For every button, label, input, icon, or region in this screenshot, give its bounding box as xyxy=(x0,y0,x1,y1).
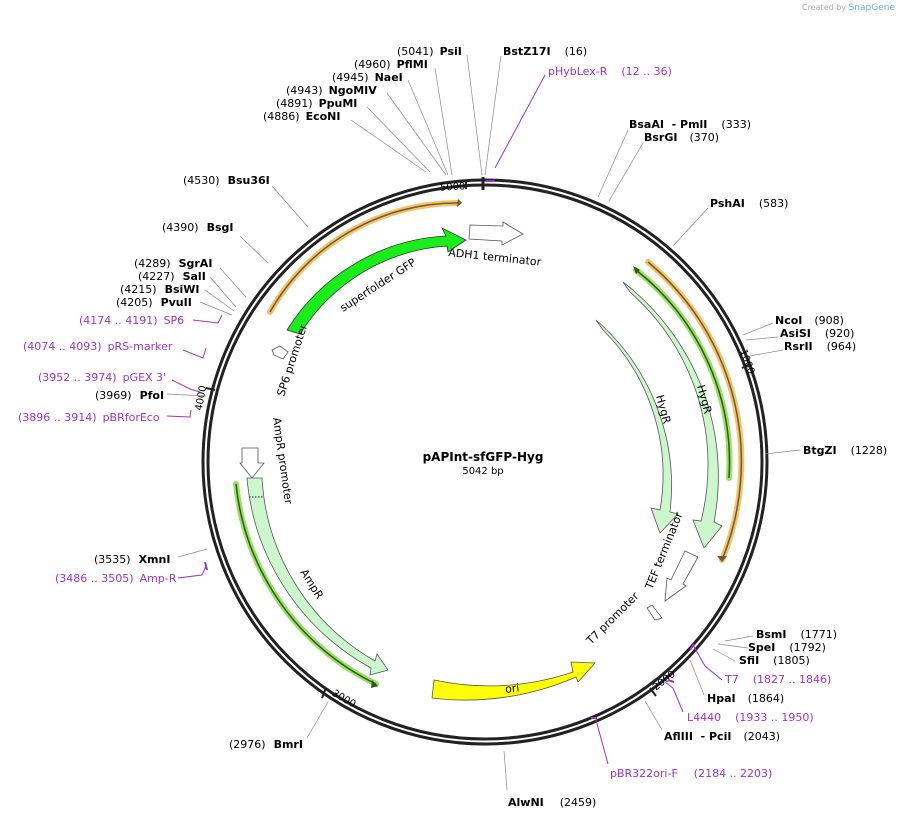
plasmid-name: pAPInt-sfGFP-Hyg xyxy=(423,450,544,464)
enzyme-leaders xyxy=(166,54,801,791)
enzyme-rsrii[interactable]: RsrII (964) xyxy=(784,340,856,353)
enzyme-spei[interactable]: SpeI (1792) xyxy=(748,641,826,654)
enzyme-bstz17i[interactable]: BstZ17I (16) xyxy=(503,45,587,58)
feature-ori[interactable] xyxy=(431,661,596,701)
enzyme-sgrai[interactable]: (4289) SgrAI xyxy=(134,257,212,270)
enzyme-ngomiv[interactable]: (4943) NgoMIV xyxy=(286,84,377,97)
enzyme-pfoi[interactable]: (3969) PfoI xyxy=(95,389,164,402)
primer-phyblex-r[interactable]: pHybLex-R (12 .. 36) xyxy=(548,65,672,78)
feature-hygr-inner[interactable] xyxy=(595,319,679,534)
primer-pbrforeco[interactable]: (3896 .. 3914) pBRforEco xyxy=(18,411,160,424)
primer-leaders xyxy=(166,74,723,765)
enzyme-bsaai-pmli[interactable]: BsaAI - PmlI (333) xyxy=(629,118,751,131)
primer-sp6[interactable]: (4174 .. 4191) SP6 xyxy=(79,314,184,327)
primer-t7[interactable]: T7 (1827 .. 1846) xyxy=(724,673,831,686)
primer-prs-marker[interactable]: (4074 .. 4093) pRS-marker xyxy=(23,340,173,353)
feature-adh1-terminator[interactable] xyxy=(468,221,524,246)
primer-pgex3[interactable]: (3952 .. 3974) pGEX 3' xyxy=(38,371,166,384)
enzyme-labels: (5041) PsiI BstZ17I (16) (4960) PflMI (4945… xyxy=(94,45,887,809)
enzyme-btgzi[interactable]: BtgZI (1228) xyxy=(803,444,887,457)
feature-label-t7-promoter: T7 promoter xyxy=(583,589,642,648)
enzyme-ncoi[interactable]: NcoI (908) xyxy=(775,314,844,327)
primer-labels: pHybLex-R (12 .. 36) T7 (1827 .. 1846) L44… xyxy=(18,65,831,780)
feature-hygr-outer[interactable] xyxy=(622,281,723,549)
enzyme-bsrgi[interactable]: BsrGI (370) xyxy=(644,131,719,144)
feature-tef-terminator[interactable] xyxy=(664,550,699,602)
enzyme-pvuii[interactable]: (4205) PvuII xyxy=(116,296,192,309)
backbone-ring xyxy=(201,178,769,746)
enzyme-bsiwi[interactable]: (4215) BsiWI xyxy=(120,283,200,296)
enzyme-bsmi[interactable]: BsmI (1771) xyxy=(756,628,837,641)
feature-label-ampr-promoter: AmpR promoter xyxy=(270,417,295,506)
tick-5000: 5000 xyxy=(440,181,466,193)
enzyme-bsgi[interactable]: (4390) BsgI xyxy=(162,221,233,234)
feature-t7-promoter[interactable] xyxy=(646,604,663,621)
enzyme-bsu36i[interactable]: (4530) Bsu36I xyxy=(183,174,270,187)
feature-label-sp6-promoter: SP6 promoter xyxy=(274,322,310,398)
feature-sfgfp[interactable] xyxy=(286,227,467,335)
enzyme-hpai[interactable]: HpaI (1864) xyxy=(707,692,784,705)
enzyme-econi[interactable]: (4886) EcoNI xyxy=(263,110,340,123)
enzyme-asisi[interactable]: AsiSI (920) xyxy=(780,327,854,340)
enzyme-naei[interactable]: (4945) NaeI xyxy=(332,71,403,84)
feature-label-hygr-outer: HygR xyxy=(694,383,714,415)
enzyme-ppumi[interactable]: (4891) PpuMI xyxy=(276,97,357,110)
primer-amp-r[interactable]: (3486 .. 3505) Amp-R xyxy=(55,572,177,585)
plasmid-length: 5042 bp xyxy=(462,466,503,477)
snapgene-credit: Created by SnapGene xyxy=(802,3,895,13)
feature-ampr-promoter[interactable] xyxy=(239,447,265,479)
primer-l4440[interactable]: L4440 (1933 .. 1950) xyxy=(687,711,814,724)
tick-1000: 1000 xyxy=(737,348,756,376)
credit-brand: SnapGene xyxy=(848,3,895,13)
enzyme-psii[interactable]: (5041) PsiI xyxy=(397,45,462,58)
feature-label-adh1: ADH1 terminator xyxy=(448,246,543,269)
enzyme-pflmi[interactable]: (4960) PflMI xyxy=(354,58,428,71)
enzyme-bmri[interactable]: (2976) BmrI xyxy=(229,738,303,751)
feature-sp6-promoter[interactable] xyxy=(271,345,289,360)
enzyme-alwni[interactable]: AlwNI (2459) xyxy=(508,796,596,809)
enzyme-xmni[interactable]: (3535) XmnI xyxy=(94,553,170,566)
feature-label-ori: ori xyxy=(504,681,520,695)
enzyme-afliii-pcii[interactable]: AflIII - PciI (2043) xyxy=(664,730,780,743)
enzyme-sali[interactable]: (4227) SalI xyxy=(138,270,206,283)
credit-prefix: Created by xyxy=(802,3,847,12)
enzyme-pshai[interactable]: PshAI (583) xyxy=(710,197,788,210)
primer-pbr322ori-f[interactable]: pBR322ori-F (2184 .. 2203) xyxy=(610,767,772,780)
enzyme-sfii[interactable]: SfiI (1805) xyxy=(739,654,810,667)
feature-ampr[interactable] xyxy=(246,477,389,676)
